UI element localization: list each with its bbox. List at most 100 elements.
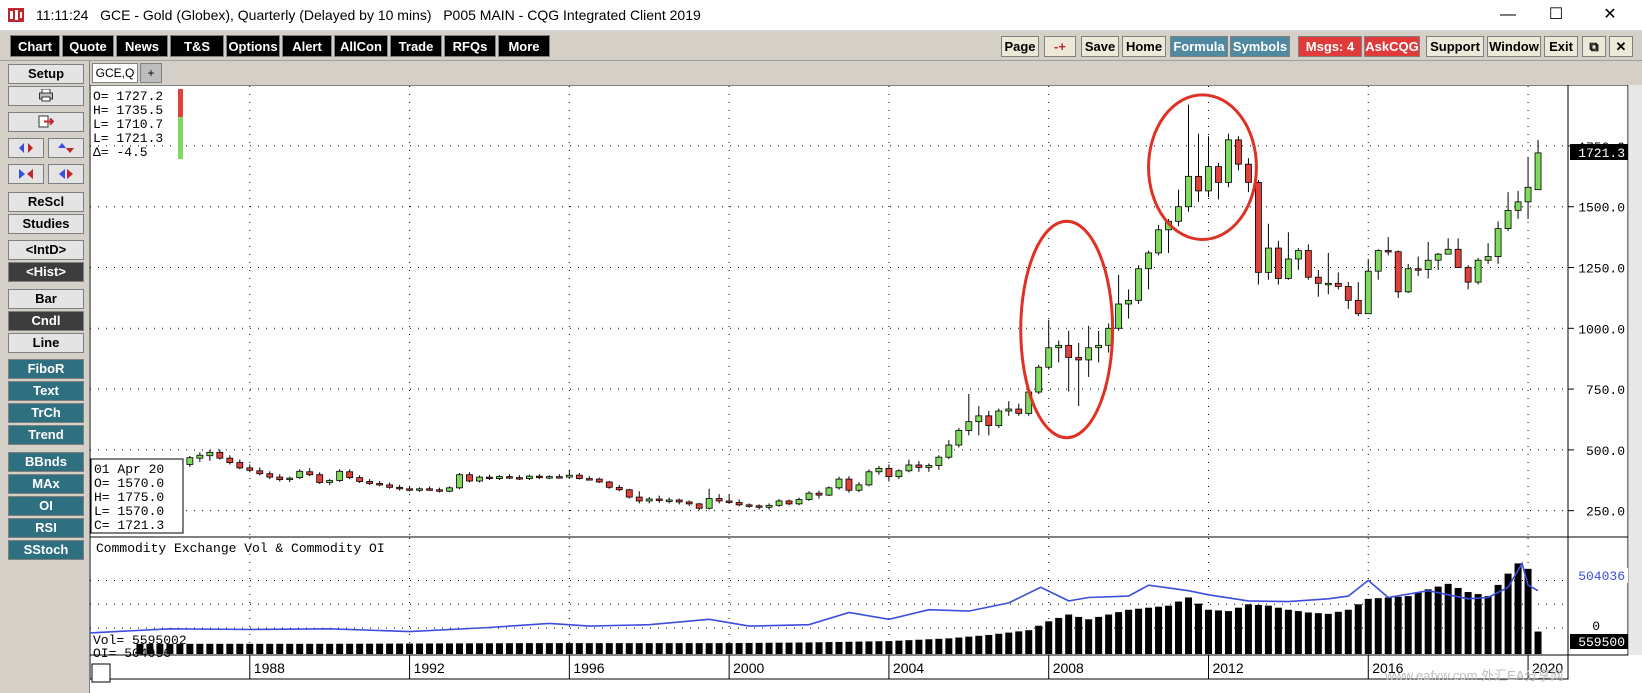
save-button[interactable]: Save [1081, 36, 1119, 57]
volume-bar [1155, 606, 1163, 654]
zoom-out-icon[interactable] [48, 164, 84, 184]
askcqg-button[interactable]: AskCQG [1364, 36, 1420, 57]
close-icon[interactable]: ✕ [1603, 6, 1617, 23]
candle [715, 494, 723, 504]
volume-bar [1254, 604, 1262, 654]
volume-bar [985, 634, 993, 654]
home-button[interactable]: Home [1122, 36, 1166, 57]
candle-chart-button[interactable]: Cndl [8, 311, 84, 331]
trend-channel-button[interactable]: TrCh [8, 403, 84, 423]
window-button[interactable]: Window [1487, 36, 1541, 57]
right-scrollbar[interactable] [1628, 85, 1642, 655]
menu-more-button[interactable]: More [498, 35, 550, 57]
candle [1424, 241, 1432, 279]
menu-options-button[interactable]: Options [226, 35, 280, 57]
studies-button[interactable]: Studies [8, 214, 84, 234]
volume-bar [825, 642, 833, 654]
page-button[interactable]: Page [1001, 36, 1039, 57]
printer-icon[interactable] [8, 86, 84, 106]
symbols-button[interactable]: Symbols [1230, 36, 1290, 57]
volume-bar [865, 641, 873, 654]
messages-button[interactable]: Msgs: 4 [1298, 36, 1362, 57]
text-tool-button[interactable]: Text [8, 381, 84, 401]
volume-bar [725, 643, 733, 654]
price-tick-label: 1000.0 [1578, 322, 1625, 337]
moving-average-button[interactable]: MAx [8, 474, 84, 494]
candle [1464, 265, 1472, 290]
setup-button[interactable]: Setup [8, 64, 84, 84]
candle [1354, 282, 1362, 317]
volume-panel-title: Commodity Exchange Vol & Commodity OI [96, 541, 385, 556]
volume-bar [485, 643, 493, 654]
menu-chart-button[interactable]: Chart [10, 35, 60, 57]
time-tick-label: 2020 [1532, 660, 1563, 676]
bollinger-bands-button[interactable]: BBnds [8, 452, 84, 472]
candle [406, 486, 413, 492]
volume-bar [685, 643, 693, 654]
minimize-icon[interactable]: — [1500, 6, 1516, 23]
candle [1005, 401, 1013, 416]
add-tab-button[interactable]: + [140, 63, 162, 83]
zoom-in-icon[interactable] [8, 164, 44, 184]
menu-allcon-button[interactable]: AllCon [334, 35, 388, 57]
menu-ts-button[interactable]: T&S [170, 35, 224, 57]
rsi-button[interactable]: RSI [8, 518, 84, 538]
candle [665, 497, 673, 504]
close-page-icon[interactable]: ✕ [1609, 36, 1633, 57]
exit-icon[interactable] [8, 112, 84, 132]
support-button[interactable]: Support [1426, 36, 1484, 57]
menu-news-button[interactable]: News [116, 35, 168, 57]
candle [535, 474, 543, 480]
candle [605, 481, 613, 489]
volume-bar [1274, 607, 1282, 654]
bar-chart-button[interactable]: Bar [8, 289, 84, 309]
slow-stochastic-button[interactable]: SStoch [8, 540, 84, 560]
restore-window-icon[interactable]: ⧉ [1582, 36, 1606, 57]
cqg-app-icon [8, 8, 24, 22]
volume-bar [1025, 630, 1033, 654]
volume-bar [316, 643, 324, 654]
volume-bar [436, 643, 444, 654]
candle [226, 455, 234, 465]
cursor-square[interactable] [91, 663, 111, 683]
candle [446, 486, 453, 493]
volume-bar [735, 643, 743, 654]
volume-bar [236, 643, 244, 654]
scroll-up-icon[interactable] [48, 138, 84, 158]
menu-alert-button[interactable]: Alert [282, 35, 332, 57]
volume-bar [595, 643, 603, 654]
menu-quote-button[interactable]: Quote [62, 35, 114, 57]
maximize-icon[interactable]: ☐ [1548, 6, 1564, 23]
volume-bar [575, 643, 583, 654]
volume-bar [356, 643, 364, 654]
ohlc-open: O= 1727.2 [93, 89, 163, 104]
candle [945, 440, 953, 460]
candle [1344, 282, 1352, 309]
volume-bar [475, 643, 483, 654]
historical-button[interactable]: <Hist> [8, 262, 84, 282]
rescale-button[interactable]: ReScl [8, 192, 84, 212]
volume-bar [156, 643, 164, 654]
candle [1504, 192, 1512, 232]
volume-bar [585, 643, 593, 654]
menu-rfqs-button[interactable]: RFQs [444, 35, 496, 57]
menu-trade-button[interactable]: Trade [390, 35, 442, 57]
price-panel[interactable] [89, 84, 1569, 538]
volume-bar [1424, 589, 1432, 654]
time-tick-label: 2012 [1212, 660, 1243, 676]
volume-bar [465, 643, 473, 654]
formula-button[interactable]: Formula [1170, 36, 1228, 57]
intraday-button[interactable]: <IntD> [8, 240, 84, 260]
line-chart-button[interactable]: Line [8, 333, 84, 353]
scroll-left-icon[interactable] [8, 138, 44, 158]
trend-line-button[interactable]: Trend [8, 425, 84, 445]
tab-gce-q[interactable]: GCE,Q [92, 63, 138, 83]
current-price-label: 1721.3 [1578, 146, 1625, 161]
exit-button[interactable]: Exit [1544, 36, 1578, 57]
open-interest-button[interactable]: OI [8, 496, 84, 516]
volume-bar [136, 643, 144, 654]
time-tick-label: 1996 [573, 660, 604, 676]
page-stepper-button[interactable]: -+ [1044, 36, 1076, 57]
fibonacci-button[interactable]: FiboR [8, 359, 84, 379]
